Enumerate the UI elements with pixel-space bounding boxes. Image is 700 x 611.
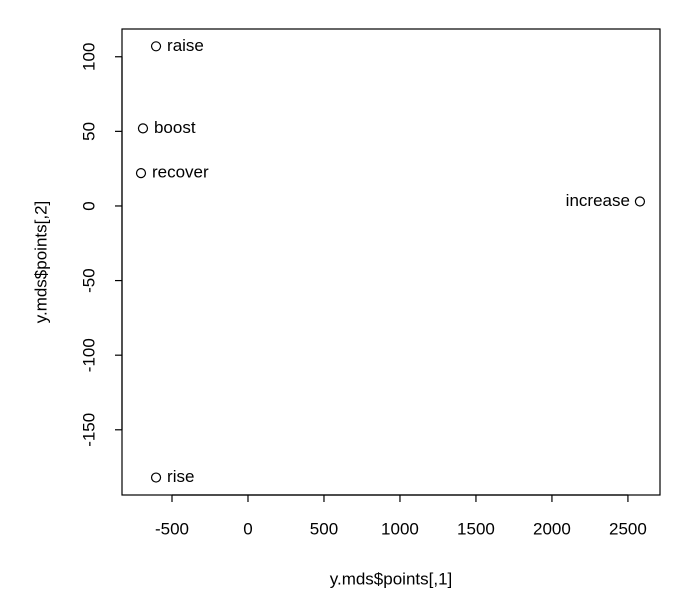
point-label: increase <box>566 191 630 210</box>
point-label: boost <box>154 118 196 137</box>
point-label: rise <box>167 467 194 486</box>
plot-box <box>121 28 661 496</box>
x-tick-label: 2500 <box>609 519 647 538</box>
y-tick-label: 100 <box>79 43 98 71</box>
point-label: recover <box>152 163 209 182</box>
point-label: raise <box>167 36 204 55</box>
x-tick-label: 1500 <box>457 519 495 538</box>
y-tick-label: 0 <box>79 201 98 210</box>
y-axis-label: y.mds$points[,2] <box>31 201 50 324</box>
x-tick-label: 500 <box>310 519 338 538</box>
point <box>150 41 162 52</box>
point <box>150 472 162 483</box>
point <box>137 123 149 134</box>
y-tick-label: -150 <box>79 413 98 447</box>
y-tick-label: -50 <box>79 268 98 293</box>
x-tick-label: 2000 <box>533 519 571 538</box>
point <box>634 196 646 207</box>
point <box>135 168 147 179</box>
y-tick-label: -100 <box>79 338 98 372</box>
x-tick-label: 0 <box>243 519 252 538</box>
x-tick-label: 1000 <box>381 519 419 538</box>
y-tick-label: 50 <box>79 122 98 141</box>
x-axis-label: y.mds$points[,1] <box>330 569 453 588</box>
x-tick-label: -500 <box>155 519 189 538</box>
